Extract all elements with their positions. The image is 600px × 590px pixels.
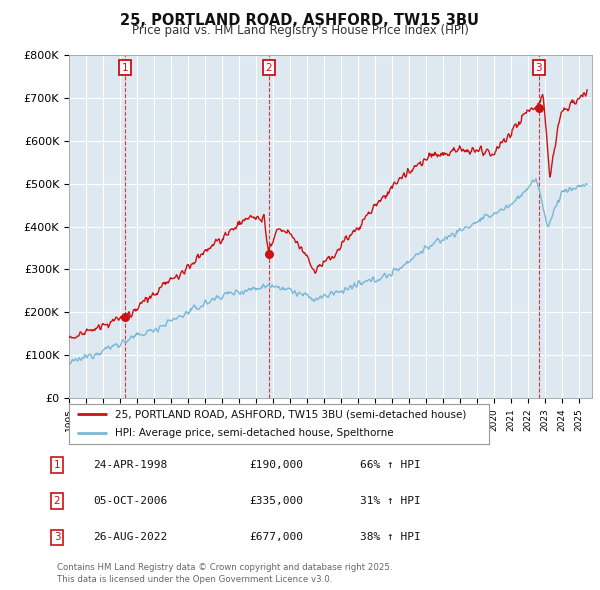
Text: 2: 2 <box>265 63 272 73</box>
Text: £677,000: £677,000 <box>249 533 303 542</box>
Text: 1: 1 <box>122 63 129 73</box>
Text: £335,000: £335,000 <box>249 496 303 506</box>
Text: 24-APR-1998: 24-APR-1998 <box>93 460 167 470</box>
Text: 3: 3 <box>535 63 542 73</box>
Text: 38% ↑ HPI: 38% ↑ HPI <box>360 533 421 542</box>
Text: Contains HM Land Registry data © Crown copyright and database right 2025.
This d: Contains HM Land Registry data © Crown c… <box>57 563 392 584</box>
Text: 31% ↑ HPI: 31% ↑ HPI <box>360 496 421 506</box>
Text: Price paid vs. HM Land Registry's House Price Index (HPI): Price paid vs. HM Land Registry's House … <box>131 24 469 37</box>
Text: 25, PORTLAND ROAD, ASHFORD, TW15 3BU (semi-detached house): 25, PORTLAND ROAD, ASHFORD, TW15 3BU (se… <box>115 409 467 419</box>
Text: 3: 3 <box>53 533 61 542</box>
Text: 1: 1 <box>53 460 61 470</box>
Text: 2: 2 <box>53 496 61 506</box>
Text: 25, PORTLAND ROAD, ASHFORD, TW15 3BU: 25, PORTLAND ROAD, ASHFORD, TW15 3BU <box>121 13 479 28</box>
Text: 05-OCT-2006: 05-OCT-2006 <box>93 496 167 506</box>
Text: 66% ↑ HPI: 66% ↑ HPI <box>360 460 421 470</box>
Text: HPI: Average price, semi-detached house, Spelthorne: HPI: Average price, semi-detached house,… <box>115 428 394 438</box>
Text: £190,000: £190,000 <box>249 460 303 470</box>
Text: 26-AUG-2022: 26-AUG-2022 <box>93 533 167 542</box>
